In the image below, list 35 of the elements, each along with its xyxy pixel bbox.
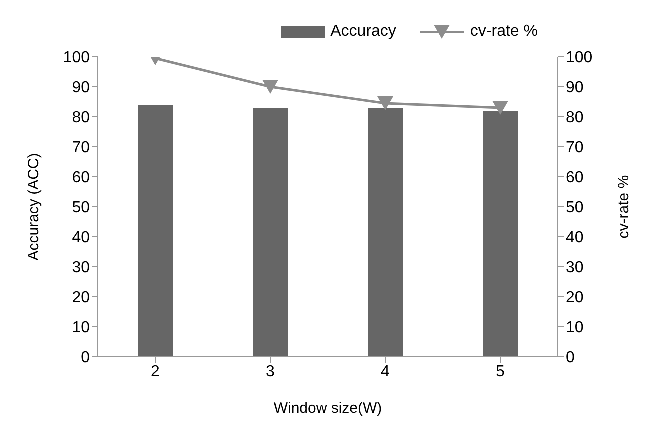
- y2-tick-label: 50: [566, 200, 584, 217]
- y-tick-label: 70: [72, 140, 90, 157]
- legend-label: Accuracy: [330, 23, 396, 41]
- bar: [138, 105, 174, 357]
- y-tick-label: 20: [72, 290, 90, 307]
- y2-tick-label: 70: [566, 140, 584, 157]
- y2-tick-label: 0: [566, 350, 575, 367]
- y-tick-label: 60: [72, 170, 90, 187]
- y-tick-label: 0: [81, 350, 90, 367]
- y-tick-label: 80: [72, 110, 90, 127]
- y-tick-label: 50: [72, 200, 90, 217]
- y-tick-label: 90: [72, 80, 90, 97]
- y2-tick-label: 30: [566, 260, 584, 277]
- y2-axis-title: cv-rate %: [615, 175, 632, 239]
- y2-tick-label: 60: [566, 170, 584, 187]
- bar: [483, 111, 518, 357]
- y2-tick-label: 80: [566, 110, 584, 127]
- x-axis-title: Window size(W): [274, 400, 382, 417]
- y-axis-title: Accuracy (ACC): [25, 153, 42, 261]
- x-tick-label: 2: [151, 363, 160, 380]
- y2-tick-label: 90: [566, 80, 584, 97]
- y-tick-label: 100: [63, 50, 90, 67]
- bar: [253, 108, 288, 357]
- x-tick-label: 3: [266, 363, 276, 380]
- y-tick-label: 40: [72, 230, 90, 247]
- y-tick-label: 30: [72, 260, 90, 277]
- y-tick-label: 10: [72, 320, 90, 337]
- x-tick-label: 5: [496, 363, 506, 380]
- bar: [368, 108, 404, 357]
- x-tick-label: 4: [381, 363, 390, 380]
- y2-tick-label: 100: [566, 50, 593, 67]
- y2-tick-label: 10: [566, 320, 584, 337]
- y2-tick-label: 20: [566, 290, 584, 307]
- legend-label: cv-rate %: [469, 23, 538, 41]
- y2-tick-label: 40: [566, 230, 584, 247]
